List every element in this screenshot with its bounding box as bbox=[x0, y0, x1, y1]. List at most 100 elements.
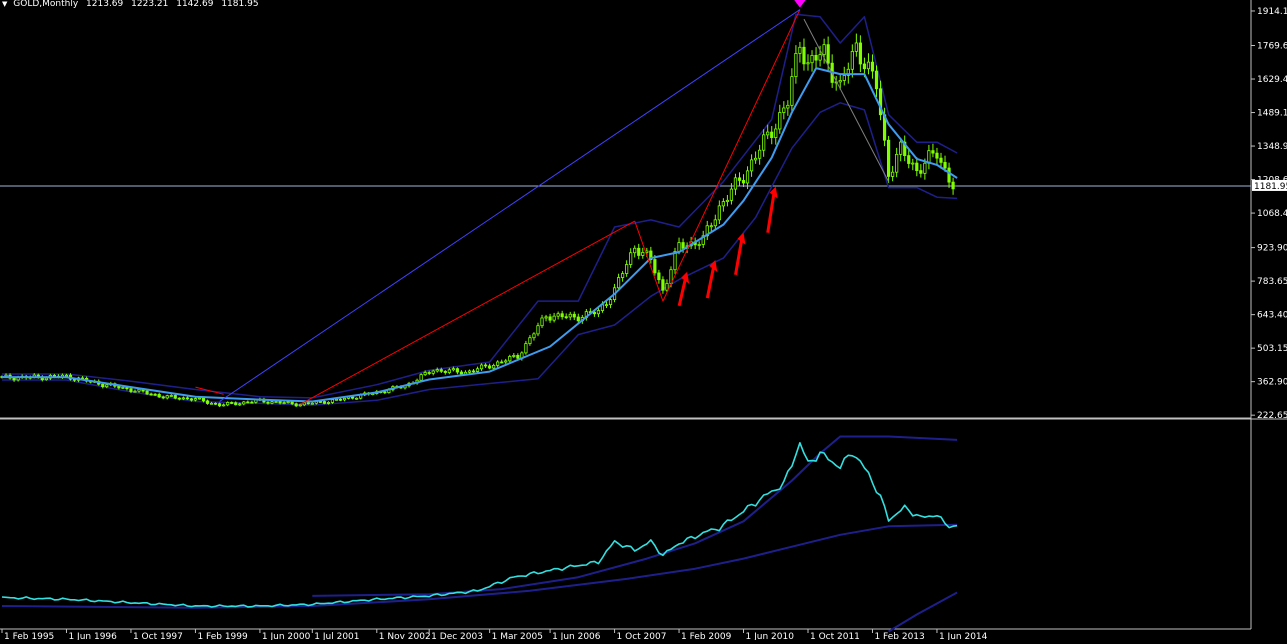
candle-body bbox=[782, 107, 786, 113]
candle-body bbox=[846, 68, 850, 76]
candle-body bbox=[536, 325, 540, 335]
up-arrow-icon bbox=[705, 267, 715, 299]
candle-body bbox=[798, 46, 802, 54]
candle-body bbox=[552, 315, 556, 321]
collapse-triangle-icon[interactable]: ▼ bbox=[2, 0, 8, 8]
up-arrow-icon bbox=[677, 279, 687, 307]
candle-body bbox=[145, 390, 149, 395]
candle-body bbox=[326, 402, 331, 404]
y-tick-label: 783.65 bbox=[1257, 277, 1287, 287]
candle-body bbox=[129, 388, 133, 392]
candle-body bbox=[596, 310, 601, 315]
red-trend-line bbox=[195, 386, 224, 395]
candle-body bbox=[105, 384, 109, 388]
red-trend-line bbox=[634, 220, 664, 302]
candle-body bbox=[218, 403, 222, 407]
candle-body bbox=[576, 316, 580, 322]
y-tick-label: 503.15 bbox=[1257, 344, 1287, 354]
candle-body bbox=[931, 150, 935, 154]
candle-body bbox=[443, 370, 447, 373]
current-price-label: 1181.95 bbox=[1254, 182, 1287, 192]
candle-body bbox=[306, 402, 310, 405]
ohlc-close: 1181.95 bbox=[221, 0, 259, 9]
candle-body bbox=[197, 397, 202, 400]
candle-body bbox=[447, 369, 451, 373]
candle-body bbox=[641, 252, 645, 256]
candle-body bbox=[657, 272, 661, 281]
candle-body bbox=[951, 181, 955, 190]
candle-body bbox=[492, 364, 496, 369]
candle-body bbox=[915, 162, 919, 171]
candle-body bbox=[222, 404, 226, 407]
candle-body bbox=[862, 63, 867, 70]
ohlc-low: 1142.69 bbox=[176, 0, 214, 9]
candle-body bbox=[947, 167, 951, 183]
candle-body bbox=[161, 396, 165, 399]
candle-body bbox=[766, 131, 770, 136]
candle-body bbox=[681, 242, 685, 249]
candle-body bbox=[310, 402, 314, 405]
y-tick-label: 362.90 bbox=[1257, 378, 1287, 388]
candle-body bbox=[383, 391, 387, 394]
candle-body bbox=[213, 402, 218, 405]
candle-body bbox=[471, 370, 476, 373]
candle-body bbox=[794, 53, 798, 78]
candle-body bbox=[226, 402, 230, 406]
candle-body bbox=[149, 393, 153, 396]
candle-body bbox=[701, 235, 705, 245]
candle-body bbox=[512, 355, 516, 357]
candle-body bbox=[274, 401, 278, 403]
x-tick-label: 1 Feb 1999 bbox=[197, 632, 248, 640]
candle-body bbox=[621, 273, 625, 278]
candle-body bbox=[524, 343, 528, 354]
y-tick-label: 222.65 bbox=[1257, 411, 1287, 421]
candle-body bbox=[189, 398, 194, 401]
up-arrow-head-icon bbox=[709, 260, 718, 273]
candle-body bbox=[725, 199, 730, 202]
x-tick-label: 1 Mar 2005 bbox=[492, 632, 543, 640]
candle-body bbox=[427, 372, 431, 374]
candle-body bbox=[439, 369, 443, 372]
gray-trend-line bbox=[803, 18, 890, 182]
red-trend-line bbox=[299, 220, 635, 405]
candle-body bbox=[633, 247, 637, 254]
x-tick-label: 1 Feb 2009 bbox=[681, 632, 732, 640]
candle-body bbox=[153, 393, 157, 396]
candle-body bbox=[270, 401, 274, 404]
candle-body bbox=[318, 401, 322, 403]
candle-body bbox=[629, 252, 633, 265]
candle-body bbox=[713, 219, 717, 227]
candle-body bbox=[826, 44, 830, 64]
candle-body bbox=[935, 152, 939, 159]
candle-body bbox=[508, 356, 512, 362]
blue-trend-line bbox=[219, 9, 801, 402]
candle-body bbox=[899, 141, 903, 155]
candle-body bbox=[665, 283, 669, 291]
candle-body bbox=[419, 374, 423, 381]
candle-body bbox=[286, 401, 290, 404]
candle-body bbox=[709, 225, 713, 228]
y-tick-label: 923.90 bbox=[1257, 244, 1287, 254]
up-arrow-icon bbox=[766, 194, 776, 233]
candle-body bbox=[673, 251, 677, 271]
candle-body bbox=[810, 55, 814, 64]
candle-body bbox=[459, 371, 464, 375]
upper-bollinger-band bbox=[2, 13, 958, 399]
candle-body bbox=[157, 394, 161, 398]
candle-body bbox=[165, 395, 169, 399]
candle-body bbox=[786, 104, 790, 109]
candle-body bbox=[943, 161, 947, 169]
candle-body bbox=[814, 55, 818, 61]
candle-body bbox=[250, 401, 254, 404]
candle-body bbox=[854, 42, 858, 52]
candle-body bbox=[838, 80, 842, 83]
candle-body bbox=[564, 316, 568, 319]
candle-body bbox=[572, 313, 576, 318]
candle-body bbox=[334, 398, 339, 401]
candle-body bbox=[818, 54, 822, 61]
candle-body bbox=[737, 177, 742, 181]
candle-body bbox=[911, 162, 915, 165]
candle-body bbox=[762, 134, 766, 151]
x-tick-label: 1 Oct 1997 bbox=[133, 632, 183, 640]
candle-body bbox=[528, 337, 532, 344]
